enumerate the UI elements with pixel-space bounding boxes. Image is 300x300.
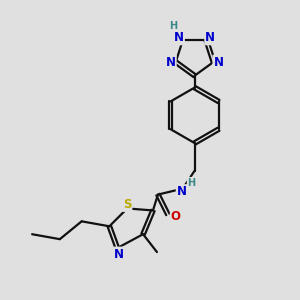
Text: H: H xyxy=(169,21,177,31)
Text: N: N xyxy=(213,56,224,68)
Text: N: N xyxy=(114,248,124,260)
Text: N: N xyxy=(205,32,215,44)
Text: O: O xyxy=(171,210,181,223)
Text: N: N xyxy=(177,185,187,198)
Text: H: H xyxy=(188,178,196,188)
Text: N: N xyxy=(174,32,184,44)
Text: N: N xyxy=(166,56,176,68)
Text: S: S xyxy=(123,198,131,211)
